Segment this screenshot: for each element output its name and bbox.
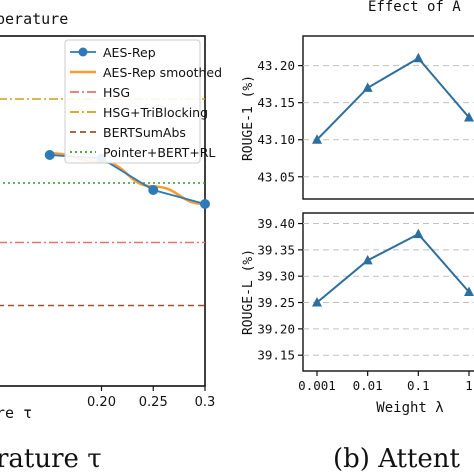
y-tick-label: 39.40 xyxy=(257,216,295,231)
data-point-aes-rep xyxy=(200,199,210,209)
legend-box xyxy=(64,39,201,164)
x-tick-label: 0.1 xyxy=(407,378,430,393)
series-line xyxy=(316,232,470,304)
series-line xyxy=(316,56,470,141)
data-point-marker xyxy=(464,286,474,296)
data-point-marker xyxy=(362,82,373,92)
right-caption: (b) Attent xyxy=(333,444,461,474)
legend-label: AES-Rep smoothed xyxy=(103,65,222,80)
left-legend: AES-Rep AES-Rep smoothed HSG HSG+TriBlockin… xyxy=(64,39,222,164)
x-tick-label: 0.25 xyxy=(139,395,168,410)
x-tick-label: 0.01 xyxy=(353,378,383,393)
rougel-plot-frame xyxy=(302,212,474,372)
x-tick-label: 0.20 xyxy=(87,395,116,410)
legend-label: Pointer+BERT+RL xyxy=(103,145,215,160)
rouge1-gridlines xyxy=(303,65,474,178)
y-tick-label: 39.30 xyxy=(257,269,295,284)
rouge1-y-ticks: 43.05 43.10 43.15 43.20 xyxy=(257,58,303,184)
y-tick-label: 43.20 xyxy=(257,58,295,73)
data-point-marker xyxy=(413,52,424,63)
x-tick-label: 1 xyxy=(465,378,473,393)
right-chart-title: Effect of A xyxy=(368,0,461,15)
rougel-x-ticks: 0.001 0.01 0.1 1 xyxy=(298,371,473,393)
left-x-axis-label: re τ xyxy=(0,404,32,422)
left-caption: rature τ xyxy=(0,444,102,474)
rouge1-plot-frame xyxy=(302,35,474,200)
y-tick-label: 43.05 xyxy=(257,169,295,184)
data-point-marker xyxy=(312,297,322,307)
legend-label: AES-Rep xyxy=(103,45,156,60)
legend-marker xyxy=(78,47,88,57)
data-point-aes-rep xyxy=(148,185,159,195)
left-x-ticks: 0.20 0.25 0.3 xyxy=(87,386,215,410)
data-point-marker xyxy=(413,228,424,239)
y-tick-label: 39.35 xyxy=(257,242,295,257)
data-point-marker xyxy=(312,134,322,144)
rougel-x-axis-label: Weight λ xyxy=(376,400,443,416)
rouge1-series xyxy=(312,52,474,144)
y-tick-label: 43.15 xyxy=(257,95,295,110)
rougel-y-axis-label: ROUGE-L (%) xyxy=(241,249,256,335)
legend-label: HSG xyxy=(103,85,130,100)
data-point-aes-rep xyxy=(44,150,55,160)
rouge1-y-axis-label: ROUGE-1 (%) xyxy=(241,75,256,161)
rougel-gridlines xyxy=(303,223,474,356)
y-tick-label: 39.25 xyxy=(257,295,295,310)
x-tick-label: 0.3 xyxy=(195,395,216,410)
legend-label: BERTSumAbs xyxy=(103,125,186,140)
right-chart: Effect of A 43.05 43.10 43.15 43.20 ROUGE-1… xyxy=(241,0,474,474)
y-tick-label: 39.15 xyxy=(257,348,295,363)
data-point-marker xyxy=(362,254,373,265)
data-point-marker xyxy=(464,112,474,122)
y-tick-label: 43.10 xyxy=(257,132,295,147)
rougel-series xyxy=(312,228,474,307)
x-tick-label: 0.001 xyxy=(298,378,336,393)
left-chart: perature 0.20 0.25 0.3 re τ AES-RepAES-Rep… xyxy=(0,10,222,474)
legend-label: HSG+TriBlocking xyxy=(103,105,208,120)
left-chart-title: perature xyxy=(0,10,68,28)
rougel-y-ticks: 39.15 39.20 39.25 39.30 39.35 39.40 xyxy=(257,216,303,363)
y-tick-label: 39.20 xyxy=(257,321,295,336)
